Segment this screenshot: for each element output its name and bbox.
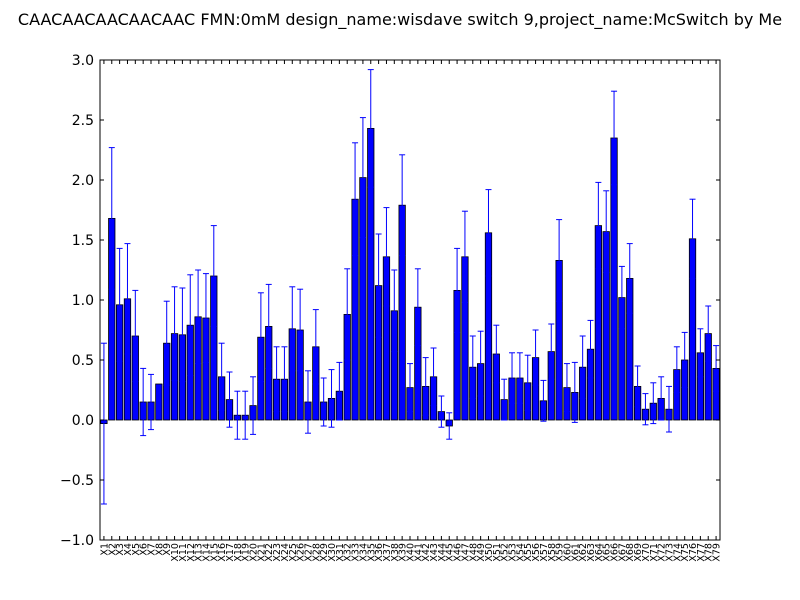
chart-title: CAACAACAACAACAAC FMN:0mM design_name:wis… bbox=[18, 10, 782, 30]
x-tick-label: X11 bbox=[178, 543, 189, 562]
x-tick-label: X59 bbox=[555, 543, 566, 562]
x-tick-label: X39 bbox=[398, 543, 409, 562]
x-tick-label: X25 bbox=[288, 543, 299, 562]
x-axis: X1X2X3X4X5X6X7X8X9X10X11X12X13X14X15X16X… bbox=[99, 60, 723, 562]
x-tick-label: X73 bbox=[664, 543, 675, 562]
plot-frame bbox=[99, 59, 721, 541]
x-tick-label: X55 bbox=[523, 543, 534, 562]
x-tick-label: X42 bbox=[421, 543, 432, 562]
x-tick-label: X26 bbox=[296, 543, 307, 562]
x-tick-label: X56 bbox=[531, 543, 542, 562]
x-tick-label: X2 bbox=[107, 543, 118, 556]
x-tick-label: X32 bbox=[343, 543, 354, 562]
y-tick-label: 0.5 bbox=[72, 353, 94, 369]
x-tick-label: X10 bbox=[170, 543, 181, 562]
x-tick-label: X43 bbox=[429, 543, 440, 562]
x-tick-label: X6 bbox=[139, 543, 150, 556]
y-tick-label: 1.5 bbox=[72, 233, 94, 249]
x-tick-label: X48 bbox=[468, 543, 479, 562]
y-tick-label: −0.5 bbox=[60, 473, 94, 489]
x-tick-label: X76 bbox=[688, 543, 699, 562]
x-tick-label: X68 bbox=[625, 543, 636, 562]
y-axis: −1.0 −0.5 0.0 0.5 1.0 1.5 2.0 2.5 3.0 bbox=[60, 53, 720, 549]
y-tick-label: 0.0 bbox=[72, 413, 94, 429]
x-tick-label: X36 bbox=[374, 543, 385, 562]
x-tick-label: X16 bbox=[217, 543, 228, 562]
x-tick-label: X57 bbox=[539, 543, 550, 562]
x-tick-label: X66 bbox=[610, 543, 621, 562]
x-tick-label: X29 bbox=[319, 543, 330, 562]
y-tick-label: 2.0 bbox=[72, 173, 94, 189]
x-tick-label: X58 bbox=[547, 543, 558, 562]
x-tick-label: X38 bbox=[390, 543, 401, 562]
x-tick-label: X47 bbox=[460, 543, 471, 562]
x-tick-label: X33 bbox=[351, 543, 362, 562]
x-tick-label: X62 bbox=[578, 543, 589, 562]
x-tick-label: X78 bbox=[704, 543, 715, 562]
x-tick-label: X61 bbox=[570, 543, 581, 562]
x-tick-label: X27 bbox=[303, 543, 314, 562]
x-tick-label: X37 bbox=[382, 543, 393, 562]
x-tick-label: X40 bbox=[406, 543, 417, 562]
x-tick-label: X23 bbox=[272, 543, 283, 562]
x-tick-label: X1 bbox=[99, 543, 110, 556]
x-tick-label: X75 bbox=[680, 543, 691, 562]
bar bbox=[155, 383, 163, 421]
x-tick-label: X18 bbox=[233, 543, 244, 562]
x-tick-label: X19 bbox=[241, 543, 252, 562]
x-tick-label: X74 bbox=[672, 543, 683, 562]
x-tick-label: X22 bbox=[264, 543, 275, 562]
x-tick-label: X63 bbox=[586, 543, 597, 562]
x-tick-label: X3 bbox=[115, 543, 126, 556]
x-tick-label: X28 bbox=[311, 543, 322, 562]
x-tick-label: X71 bbox=[649, 543, 660, 562]
x-tick-label: X20 bbox=[249, 543, 260, 562]
x-tick-label: X60 bbox=[562, 543, 573, 562]
error-bars-group bbox=[100, 69, 720, 505]
x-tick-label: X21 bbox=[256, 543, 267, 562]
x-tick-label: X35 bbox=[366, 543, 377, 562]
x-tick-label: X17 bbox=[225, 543, 236, 562]
x-tick-label: X69 bbox=[633, 543, 644, 562]
y-tick-label: 2.5 bbox=[72, 113, 94, 129]
x-tick-label: X12 bbox=[186, 543, 197, 562]
y-tick-label: 1.0 bbox=[72, 293, 94, 309]
x-tick-label: X53 bbox=[508, 543, 519, 562]
x-tick-label: X9 bbox=[162, 543, 173, 556]
x-tick-label: X79 bbox=[712, 543, 723, 562]
x-tick-label: X31 bbox=[335, 543, 346, 562]
x-tick-label: X7 bbox=[147, 543, 158, 556]
x-tick-label: X50 bbox=[484, 543, 495, 562]
y-tick-label: 3.0 bbox=[72, 53, 94, 69]
x-tick-label: X65 bbox=[602, 543, 613, 562]
x-tick-label: X52 bbox=[500, 543, 511, 562]
x-tick-label: X51 bbox=[492, 543, 503, 562]
x-tick-label: X64 bbox=[594, 543, 605, 562]
x-tick-label: X4 bbox=[123, 543, 134, 556]
x-tick-label: X54 bbox=[515, 543, 526, 562]
x-tick-label: X30 bbox=[327, 543, 338, 562]
x-tick-label: X8 bbox=[154, 543, 165, 556]
x-tick-label: X13 bbox=[194, 543, 205, 562]
x-tick-label: X15 bbox=[209, 543, 220, 562]
x-tick-label: X49 bbox=[476, 543, 487, 562]
x-tick-label: X72 bbox=[657, 543, 668, 562]
x-tick-label: X5 bbox=[131, 543, 142, 556]
x-tick-label: X14 bbox=[201, 543, 212, 562]
x-tick-label: X44 bbox=[437, 543, 448, 562]
x-tick-label: X70 bbox=[641, 543, 652, 562]
x-tick-label: X41 bbox=[413, 543, 424, 562]
y-tick-label: −1.0 bbox=[60, 533, 94, 549]
x-tick-label: X34 bbox=[358, 543, 369, 562]
x-tick-label: X24 bbox=[280, 543, 291, 562]
x-tick-label: X46 bbox=[453, 543, 464, 562]
x-tick-label: X77 bbox=[696, 543, 707, 562]
x-tick-label: X45 bbox=[445, 543, 456, 562]
x-tick-label: X67 bbox=[617, 543, 628, 562]
